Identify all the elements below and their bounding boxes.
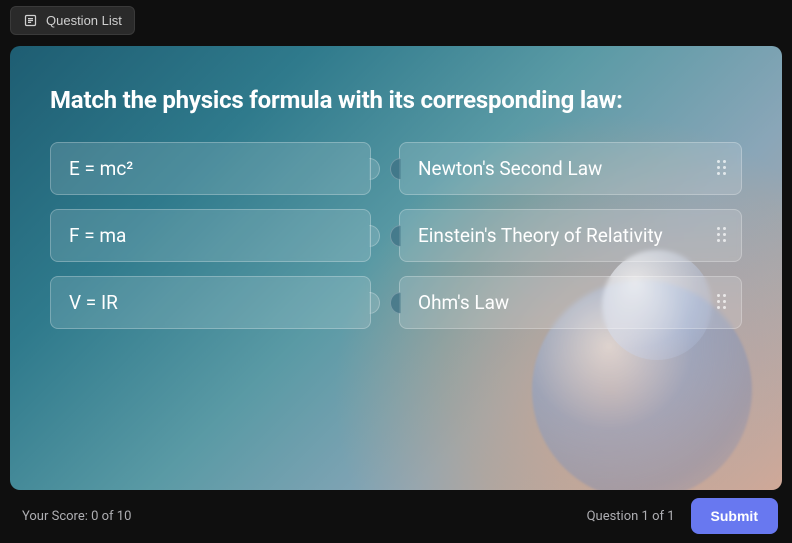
list-icon	[23, 13, 38, 28]
match-left-item: F = ma	[50, 209, 371, 262]
law-text: Einstein's Theory of Relativity	[418, 224, 663, 247]
match-left-item: E = mc²	[50, 142, 371, 195]
law-text: Ohm's Law	[418, 291, 509, 314]
stage-inner: Match the physics formula with its corre…	[10, 46, 782, 349]
submit-button[interactable]: Submit	[691, 498, 778, 534]
drag-handle-icon[interactable]	[717, 160, 729, 178]
pair-row: F = ma Einstein's Theory of Relativity	[50, 209, 742, 262]
match-pairs: E = mc² Newton's Second Law F = ma Einst…	[50, 142, 742, 329]
match-left-item: V = IR	[50, 276, 371, 329]
question-list-button[interactable]: Question List	[10, 6, 135, 35]
top-bar: Question List	[0, 0, 792, 40]
match-right-item[interactable]: Ohm's Law	[399, 276, 742, 329]
question-title: Match the physics formula with its corre…	[50, 86, 742, 114]
match-right-item[interactable]: Newton's Second Law	[399, 142, 742, 195]
law-text: Newton's Second Law	[418, 157, 602, 180]
drag-handle-icon[interactable]	[717, 227, 729, 245]
formula-text: E = mc²	[69, 157, 133, 180]
pair-row: V = IR Ohm's Law	[50, 276, 742, 329]
bottom-bar: Your Score: 0 of 10 Question 1 of 1 Subm…	[0, 491, 792, 543]
match-right-item[interactable]: Einstein's Theory of Relativity	[399, 209, 742, 262]
question-stage: Match the physics formula with its corre…	[10, 46, 782, 490]
question-list-label: Question List	[46, 13, 122, 28]
pair-row: E = mc² Newton's Second Law	[50, 142, 742, 195]
formula-text: F = ma	[69, 224, 126, 247]
formula-text: V = IR	[69, 291, 118, 314]
score-label: Your Score: 0 of 10	[22, 509, 131, 524]
question-progress: Question 1 of 1	[587, 509, 675, 524]
drag-handle-icon[interactable]	[717, 294, 729, 312]
